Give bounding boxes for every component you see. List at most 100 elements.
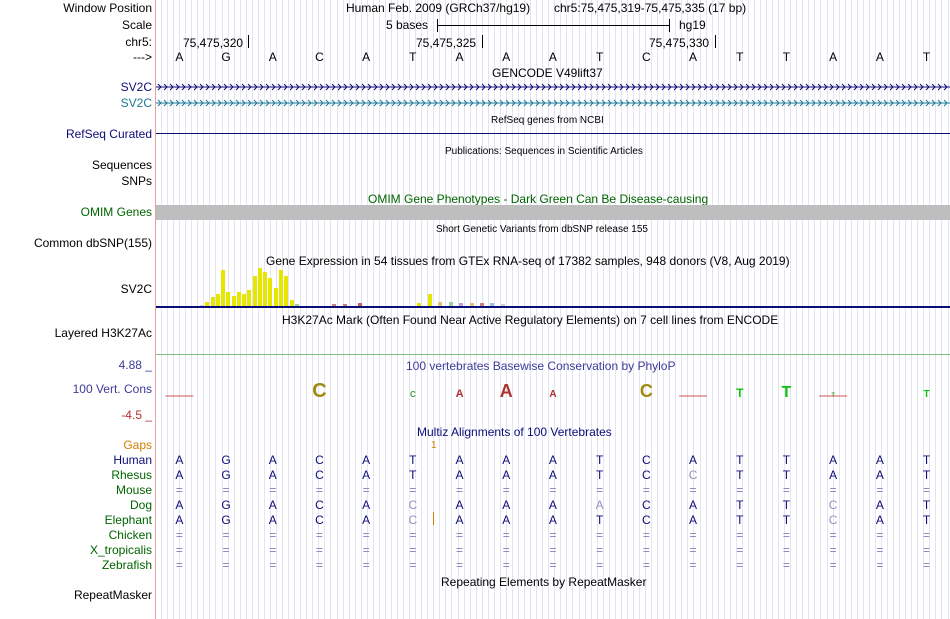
strand-arrow [487, 99, 492, 107]
gridline [524, 0, 525, 619]
gridline [923, 0, 925, 619]
strand-arrow [943, 99, 948, 107]
strand-arrow [349, 83, 354, 91]
alignment-base: A [829, 468, 838, 482]
gridline [832, 0, 834, 619]
refseq-gene-line[interactable] [156, 133, 950, 134]
gridline [348, 0, 350, 619]
label-snps[interactable]: SNPs [121, 174, 152, 188]
gtex-tissue-bar [200, 305, 204, 306]
gencode-gene-arrows[interactable] [156, 80, 950, 110]
h3k27ac-signal-line[interactable] [156, 354, 950, 355]
strand-arrow [463, 99, 468, 107]
label-sequences[interactable]: Sequences [91, 158, 152, 172]
gridline [850, 0, 852, 619]
strand-arrow [691, 83, 696, 91]
strand-arrow [439, 83, 444, 91]
gridline [584, 0, 586, 619]
strand-arrow [457, 83, 462, 91]
strand-arrow [781, 83, 786, 91]
gridline [868, 0, 870, 619]
strand-arrow [841, 83, 846, 91]
gridline [312, 0, 314, 619]
label-gtex-sv2c[interactable]: SV2C [120, 282, 152, 296]
strand-arrow [403, 83, 408, 91]
alignment-base: C [408, 513, 418, 527]
strand-arrow [853, 99, 858, 107]
gridline [735, 0, 737, 619]
strand-arrow [895, 83, 900, 91]
strand-arrow [313, 83, 318, 91]
alignment-base: C [315, 468, 324, 482]
alignment-base: = [736, 558, 744, 572]
omim-gene-bar[interactable] [156, 205, 950, 220]
label-sv2c-1[interactable]: SV2C [120, 80, 152, 94]
strand-arrow [517, 99, 522, 107]
gridline [511, 0, 513, 619]
gtex-bar-graph[interactable] [156, 266, 950, 310]
label-layered-h3k27ac[interactable]: Layered H3K27Ac [54, 326, 152, 340]
label-common-dbsnp[interactable]: Common dbSNP(155) [33, 236, 152, 250]
strand-arrow [901, 83, 906, 91]
label-repeatmasker[interactable]: RepeatMasker [73, 588, 152, 602]
gridline [390, 0, 392, 619]
gridline [330, 0, 332, 619]
alignment-base: A [362, 498, 371, 512]
ruler-tick-label-1: 75,475,320 [183, 36, 244, 50]
strand-arrow [913, 99, 918, 107]
gtex-tissue-bar [459, 303, 463, 306]
strand-arrow [499, 99, 504, 107]
strand-arrow [823, 99, 828, 107]
strand-arrow [667, 83, 672, 91]
alignment-base: = [362, 558, 370, 572]
strand-arrow [745, 83, 750, 91]
strand-arrow [199, 99, 204, 107]
alignment-base: = [876, 543, 884, 557]
gridline [596, 0, 598, 619]
ruler-tick-label-2: 75,475,325 [416, 36, 477, 50]
label-sv2c-2[interactable]: SV2C [120, 96, 152, 110]
alignment-base: = [362, 543, 370, 557]
strand-arrow [271, 83, 276, 91]
strand-arrow [751, 99, 756, 107]
label-species-mouse: Mouse [115, 483, 152, 497]
strand-arrow [379, 99, 384, 107]
alignment-base: A [268, 498, 277, 512]
genome-browser-image[interactable]: Human Feb. 2009 (GRCh37/hg19) chr5:75,47… [156, 0, 950, 619]
strand-arrow [757, 99, 762, 107]
label-100-vert-cons[interactable]: 100 Vert. Cons [72, 382, 152, 396]
strand-arrow [403, 99, 408, 107]
gridline [167, 0, 169, 619]
gtex-tissue-bar [428, 294, 432, 306]
alignment-base: T [595, 453, 604, 467]
strand-arrow [157, 99, 162, 107]
strand-arrow [787, 99, 792, 107]
strand-arrow [643, 99, 648, 107]
omim-title: OMIM Gene Phenotypes - Dark Green Can Be… [368, 192, 709, 206]
phylop-glyph: C [640, 381, 653, 401]
gridline [409, 0, 411, 619]
alignment-base: = [642, 543, 650, 557]
elephant-insertion-marker [433, 512, 434, 525]
gridline [179, 0, 181, 619]
strand-arrow [601, 99, 606, 107]
alignment-base: C [408, 498, 418, 512]
alignment-base: = [689, 528, 697, 542]
gridline [893, 0, 894, 619]
strand-arrow [397, 99, 402, 107]
gridline [487, 0, 489, 619]
label-species-x-tropicalis: X_tropicalis [89, 543, 152, 557]
phylop-logo-track[interactable]: CCAAACTTTT [156, 374, 950, 414]
alignment-base: C [688, 468, 698, 482]
strand-arrow [541, 83, 546, 91]
strand-arrow [775, 99, 780, 107]
label-omim-genes[interactable]: OMIM Genes [80, 205, 152, 219]
strand-arrow [301, 83, 306, 91]
strand-arrow [343, 99, 348, 107]
gridline [209, 0, 211, 619]
strand-arrow [223, 83, 228, 91]
label-refseq-curated[interactable]: RefSeq Curated [65, 127, 152, 141]
strand-arrow [331, 99, 336, 107]
strand-arrow [823, 83, 828, 91]
alignment-base: A [548, 498, 557, 512]
